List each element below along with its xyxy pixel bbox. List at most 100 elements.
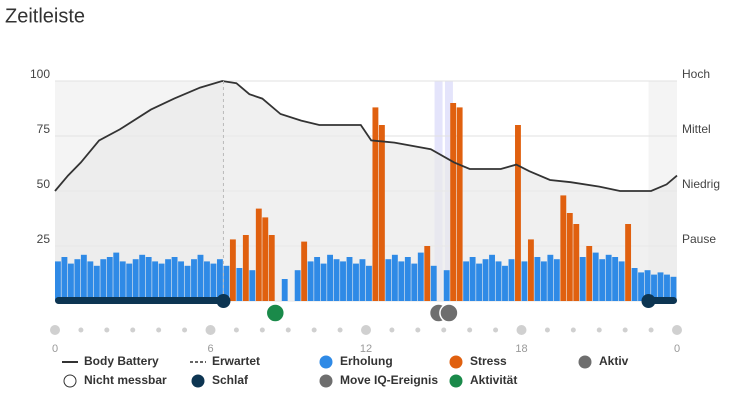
legend-label: Nicht messbar [84,373,167,387]
bar [236,268,243,301]
bar [547,254,554,301]
bar [67,263,74,301]
bar [210,263,217,301]
bar [625,224,632,301]
bar [495,261,502,301]
bar [657,272,664,301]
bar [139,254,146,301]
x-tick-label: 6 [207,343,213,355]
sleep-bar [648,297,677,304]
x-tick-label: 18 [515,343,527,355]
hour-dot [130,327,136,333]
bar [638,272,645,301]
x-tick-label: 12 [360,343,372,355]
hour-dot [415,327,421,333]
bar [463,261,470,301]
hour-dot [156,327,162,333]
bar [592,252,599,301]
bar [294,270,301,301]
bar [424,246,431,301]
bar [113,252,120,301]
bar [391,254,398,301]
y-tick-label: 50 [37,177,51,191]
x-tick-label: 0 [52,343,58,355]
bar [229,239,236,301]
bar [476,263,483,301]
bar [216,259,223,301]
bar [281,279,288,301]
legend-swatch [449,355,463,369]
bar [80,254,87,301]
hour-dot [389,327,395,333]
bar [262,217,269,301]
bar [612,257,619,301]
y2-tick-label: Niedrig [682,177,720,191]
hour-dot [493,327,499,333]
legend-swatch [578,355,592,369]
sleep-bar [55,297,224,304]
hour-dot [78,327,84,333]
bar [404,257,411,301]
sleep-icon [216,294,231,308]
hour-dot [233,327,239,333]
bar [605,254,612,301]
y-tick-label: 100 [30,67,50,81]
bar [372,107,379,302]
bar [242,235,249,301]
legend-label: Move IQ-Ereignis [340,373,438,387]
bar [197,254,204,301]
bar [184,265,191,301]
bar [320,263,327,301]
bar [87,261,94,301]
bar [385,259,392,301]
bar [553,259,560,301]
bar [340,261,346,301]
bar [366,265,372,301]
bar [508,259,515,301]
bar [333,259,340,301]
hour-dot [622,327,628,333]
move-iq-icon [439,303,459,323]
bar [527,239,534,301]
bar [618,261,625,301]
bar [301,241,308,301]
hour-dot [441,327,447,333]
bar [469,257,476,301]
bar [644,270,651,301]
x-tick-dot [672,325,682,335]
bar [165,259,172,301]
bar [651,274,657,301]
bar [417,252,424,301]
legend-swatch [319,355,333,369]
bar [353,263,359,301]
bar [106,257,113,301]
y2-tick-label: Mittel [682,122,711,136]
x-tick-dot [50,325,60,335]
legend-label: Erholung [340,354,393,368]
hour-dot [104,327,110,333]
legend-label: Aktivität [470,373,517,387]
legend-label: Stress [470,354,507,368]
hour-dot [544,327,550,333]
sleep-icon [641,294,656,308]
bar [93,265,100,301]
bar [327,254,334,301]
hour-dot [596,327,602,333]
bar [307,261,314,301]
bar [515,125,521,301]
bar [346,257,353,301]
legend-label: Aktiv [599,354,629,368]
bar [670,276,677,301]
legend-swatch [191,374,205,388]
bar [534,257,541,301]
bar [191,259,197,301]
bar [126,263,133,301]
bar [255,208,262,301]
bar [314,257,321,301]
bar [489,254,495,301]
bar [482,259,489,301]
activity-icon [265,303,286,323]
bar [178,261,184,301]
bar [430,265,437,301]
